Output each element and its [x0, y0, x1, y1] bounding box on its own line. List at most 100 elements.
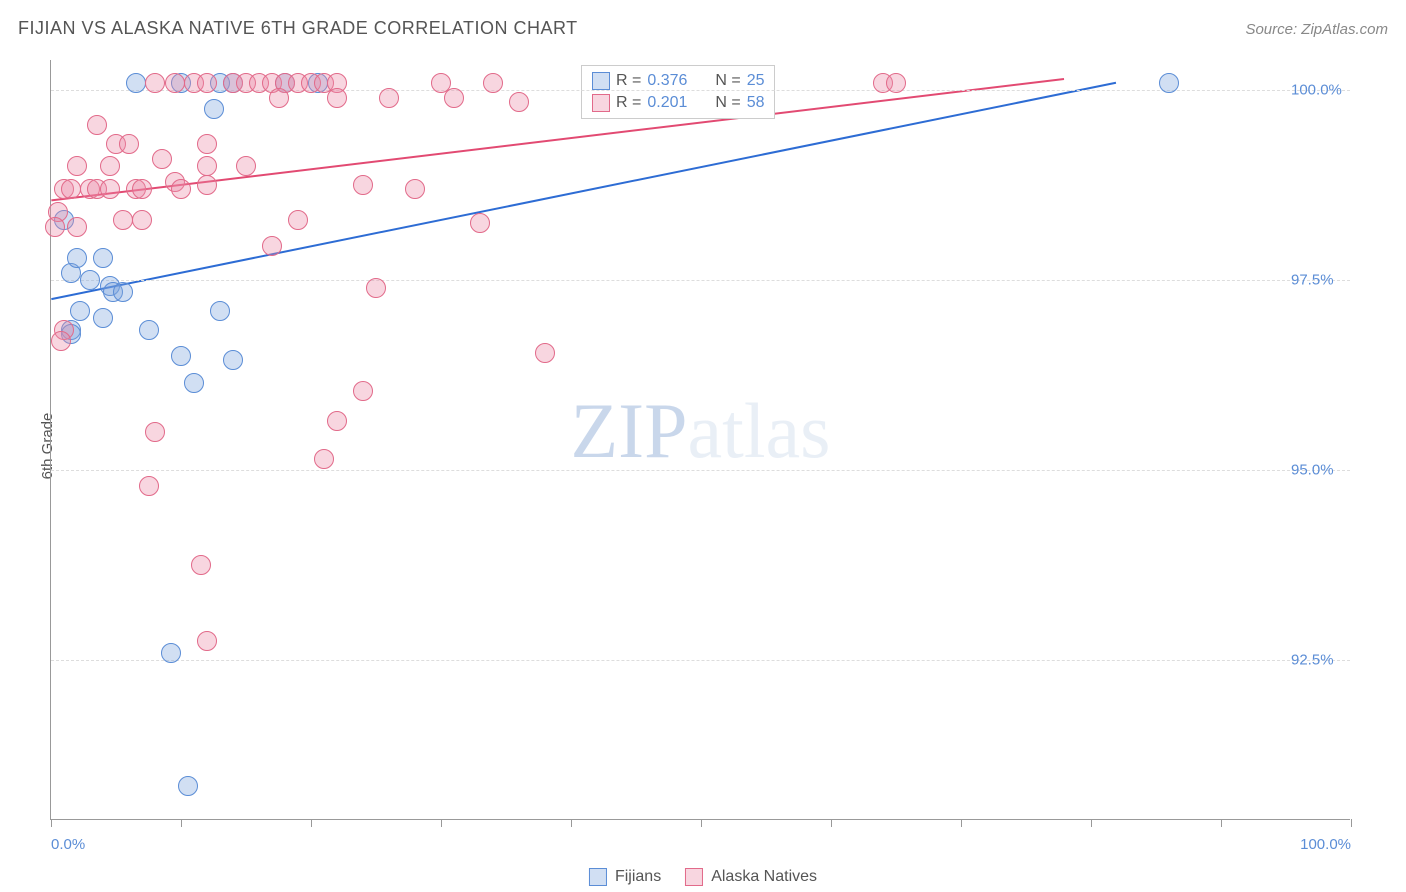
- y-tick-label: 100.0%: [1291, 82, 1342, 99]
- scatter-point: [269, 88, 289, 108]
- scatter-point: [80, 270, 100, 290]
- scatter-point: [353, 175, 373, 195]
- y-tick-label: 97.5%: [1291, 272, 1334, 289]
- legend-swatch: [589, 868, 607, 886]
- scatter-point: [197, 156, 217, 176]
- scatter-point: [67, 248, 87, 268]
- scatter-point: [132, 179, 152, 199]
- x-tick: [181, 819, 182, 827]
- scatter-point: [535, 343, 555, 363]
- scatter-point: [145, 422, 165, 442]
- x-tick: [701, 819, 702, 827]
- scatter-point: [314, 449, 334, 469]
- chart-title: FIJIAN VS ALASKA NATIVE 6TH GRADE CORREL…: [18, 18, 578, 39]
- scatter-point: [197, 73, 217, 93]
- scatter-point: [126, 73, 146, 93]
- legend-stat-row: R = 0.376 N = 25: [592, 70, 764, 92]
- r-label: R =: [616, 72, 641, 90]
- r-value: 0.201: [647, 94, 701, 112]
- x-tick: [961, 819, 962, 827]
- scatter-point: [327, 411, 347, 431]
- scatter-point: [67, 156, 87, 176]
- scatter-point: [204, 99, 224, 119]
- correlation-legend: R = 0.376 N = 25 R = 0.201 N = 58: [581, 65, 775, 119]
- scatter-point: [139, 476, 159, 496]
- x-tick: [1221, 819, 1222, 827]
- scatter-point: [93, 248, 113, 268]
- n-label: N =: [715, 94, 740, 112]
- scatter-point: [70, 301, 90, 321]
- scatter-point: [171, 179, 191, 199]
- scatter-point: [191, 555, 211, 575]
- x-tick: [571, 819, 572, 827]
- legend-label: Fijians: [615, 868, 661, 886]
- scatter-point: [161, 643, 181, 663]
- scatter-point: [67, 217, 87, 237]
- scatter-point: [87, 115, 107, 135]
- scatter-point: [113, 210, 133, 230]
- r-value: 0.376: [647, 72, 701, 90]
- watermark-light: atlas: [688, 386, 831, 476]
- scatter-point: [327, 88, 347, 108]
- scatter-point: [509, 92, 529, 112]
- scatter-point: [93, 308, 113, 328]
- watermark: ZIPatlas: [571, 386, 831, 476]
- scatter-point: [197, 134, 217, 154]
- scatter-point: [444, 88, 464, 108]
- scatter-point: [197, 631, 217, 651]
- scatter-point: [139, 320, 159, 340]
- n-value: 25: [747, 72, 765, 90]
- scatter-point: [210, 301, 230, 321]
- scatter-point: [405, 179, 425, 199]
- scatter-point: [223, 350, 243, 370]
- scatter-point: [113, 282, 133, 302]
- legend-item: Alaska Natives: [685, 868, 817, 886]
- scatter-point: [470, 213, 490, 233]
- scatter-point: [119, 134, 139, 154]
- legend-label: Alaska Natives: [711, 868, 817, 886]
- legend-swatch: [592, 72, 610, 90]
- scatter-point: [184, 373, 204, 393]
- legend-swatch: [685, 868, 703, 886]
- scatter-point: [61, 179, 81, 199]
- scatter-point: [379, 88, 399, 108]
- series-legend: Fijians Alaska Natives: [589, 868, 817, 886]
- scatter-point: [165, 73, 185, 93]
- x-tick-label: 0.0%: [51, 836, 85, 853]
- grid-line: [51, 660, 1350, 661]
- scatter-point: [483, 73, 503, 93]
- n-value: 58: [747, 94, 765, 112]
- legend-swatch: [592, 94, 610, 112]
- scatter-point: [152, 149, 172, 169]
- scatter-point: [197, 175, 217, 195]
- source-text: Source: ZipAtlas.com: [1245, 21, 1388, 38]
- scatter-point: [353, 381, 373, 401]
- scatter-point: [100, 179, 120, 199]
- scatter-point: [366, 278, 386, 298]
- legend-stat-row: R = 0.201 N = 58: [592, 92, 764, 114]
- scatter-point: [1159, 73, 1179, 93]
- legend-item: Fijians: [589, 868, 661, 886]
- y-tick-label: 95.0%: [1291, 462, 1334, 479]
- x-tick: [1351, 819, 1352, 827]
- x-tick: [311, 819, 312, 827]
- x-tick: [51, 819, 52, 827]
- y-tick-label: 92.5%: [1291, 652, 1334, 669]
- scatter-point: [145, 73, 165, 93]
- x-tick-label: 100.0%: [1300, 836, 1351, 853]
- scatter-point: [886, 73, 906, 93]
- x-tick: [1091, 819, 1092, 827]
- scatter-point: [178, 776, 198, 796]
- n-label: N =: [715, 72, 740, 90]
- scatter-point: [262, 236, 282, 256]
- scatter-point: [288, 210, 308, 230]
- x-tick: [441, 819, 442, 827]
- r-label: R =: [616, 94, 641, 112]
- grid-line: [51, 470, 1350, 471]
- scatter-point: [45, 217, 65, 237]
- scatter-point: [132, 210, 152, 230]
- x-tick: [831, 819, 832, 827]
- scatter-point: [171, 346, 191, 366]
- watermark-bold: ZIP: [571, 386, 688, 476]
- scatter-point: [51, 331, 71, 351]
